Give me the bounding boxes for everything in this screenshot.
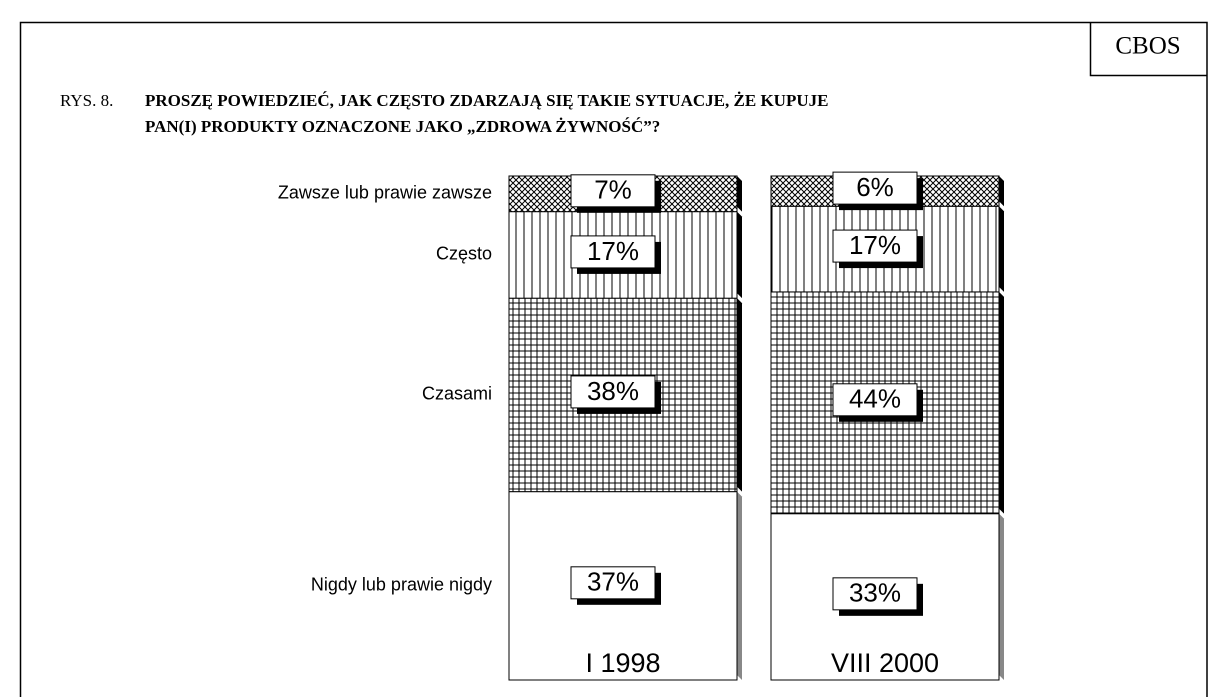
label-box <box>570 235 656 269</box>
bar-side <box>999 291 1004 514</box>
source: CBOS <box>1115 33 1180 60</box>
label-box <box>832 171 918 205</box>
bar-side <box>999 513 1004 680</box>
category-label: VIII 2000 <box>831 648 939 678</box>
title: PAN(I) PRODUKTY OZNACZONE JAKO „ZDROWA Ż… <box>145 117 660 136</box>
bar-side <box>737 211 742 299</box>
value-label: 17% <box>587 236 639 266</box>
bar-side <box>737 176 742 212</box>
bar-side <box>999 176 1004 207</box>
figure-label: RYS. 8. <box>60 91 113 110</box>
value-label: 6% <box>856 172 894 202</box>
bar-side <box>737 491 742 680</box>
label-box <box>832 577 918 611</box>
value-label: 7% <box>594 175 632 205</box>
series-label: Nigdy lub prawie nigdy <box>311 575 492 595</box>
bar-side <box>737 298 742 492</box>
title: PROSZĘ POWIEDZIEĆ, JAK CZĘSTO ZDARZAJĄ S… <box>145 91 828 110</box>
label-box <box>570 174 656 208</box>
value-label: 33% <box>849 578 901 608</box>
value-label: 44% <box>849 384 901 414</box>
frame <box>19 21 1208 697</box>
value-label: 37% <box>587 567 639 597</box>
series-label: Czasami <box>422 384 492 404</box>
label-box <box>832 229 918 263</box>
series-label: Często <box>436 244 492 264</box>
label-box <box>832 383 918 417</box>
label-box <box>570 566 656 600</box>
category-label: I 1998 <box>585 648 660 678</box>
value-label: 38% <box>587 376 639 406</box>
label-box <box>570 375 656 409</box>
series-label: Zawsze lub prawie zawsze <box>278 183 492 203</box>
value-label: 17% <box>849 230 901 260</box>
bar-side <box>999 206 1004 292</box>
